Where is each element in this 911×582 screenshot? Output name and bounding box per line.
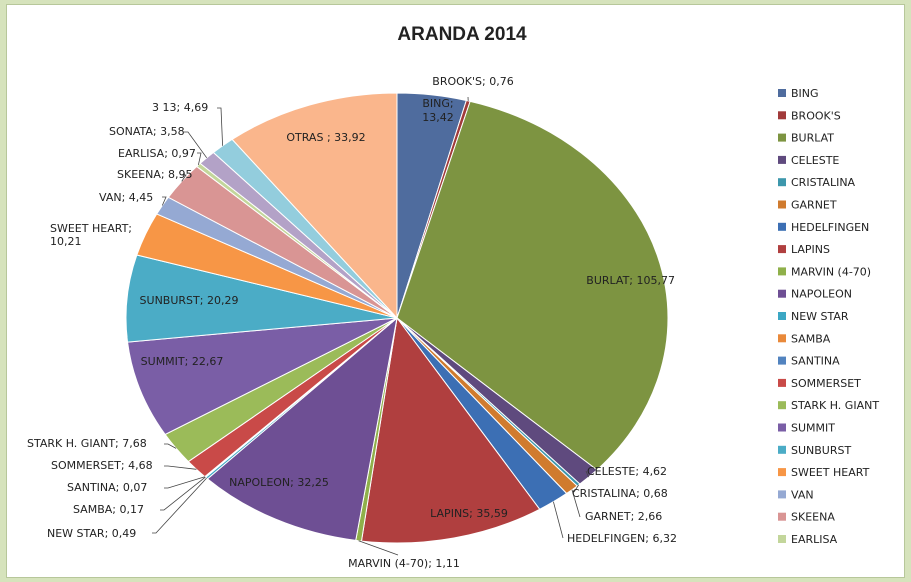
legend-swatch-hedelfingen — [778, 222, 786, 231]
slice-lapins — [360, 316, 541, 544]
legend-swatch-earlisa — [778, 535, 786, 543]
data-label-garnet: GARNET; 2,66 — [585, 510, 662, 523]
leader-line-garnet — [571, 489, 581, 518]
data-label-summit: SUMMIT; 22,67 — [141, 355, 224, 368]
legend-label-skeena: SKEENA — [791, 511, 835, 524]
leader-line-cristalina — [573, 484, 579, 493]
legend-swatch-samba — [778, 334, 786, 343]
legend-label-brook-s: BROOK'S — [791, 109, 841, 122]
legend-label-stark-h-giant: STARK H. GIANT — [791, 399, 879, 412]
leader-line-marvin-4-70 — [358, 540, 399, 556]
legend-swatch-new-star — [778, 312, 786, 320]
legend-label-lapins: LAPINS — [791, 243, 830, 256]
legend-label-napoleon: NAPOLEON — [791, 288, 852, 301]
leader-line-skeena — [181, 174, 187, 182]
legend-label-marvin-4-70: MARVIN (4-70) — [791, 265, 871, 278]
legend-label-celeste: CELESTE — [791, 154, 839, 167]
legend-swatch-lapins — [778, 245, 786, 254]
slice-napoleon — [206, 316, 398, 541]
legend-swatch-celeste — [778, 155, 786, 164]
leader-lines — [152, 96, 589, 556]
data-label-celeste: CELESTE; 4,62 — [587, 465, 667, 478]
data-label-3-13: 3 13; 4,69 — [152, 101, 208, 114]
legend-swatch-sweet-heart — [778, 468, 786, 477]
legend-swatch-marvin-4-70 — [778, 267, 786, 276]
legend-label-santina: SANTINA — [791, 355, 840, 368]
leader-line-sonata — [184, 131, 208, 159]
legend-swatch-sunburst — [778, 445, 786, 454]
legend-swatch-summit — [778, 423, 786, 432]
chart-frame: ARANDA 2014 BING; 13,42 BROOK'S; 0,76 BURLA… — [6, 4, 905, 578]
legend-swatch-napoleon — [778, 289, 786, 298]
data-label-sweet-heart: SWEET HEART; 10,21 — [50, 222, 132, 248]
legend: BING BROOK'S BURLAT CELESTE CRISTALINA GARNET… — [778, 87, 879, 546]
leader-line-stark-h-giant — [164, 443, 177, 449]
legend-swatch-stark-h-giant — [778, 401, 786, 410]
pie-chart: ARANDA 2014 BING; 13,42 BROOK'S; 0,76 BURLA… — [27, 24, 879, 570]
legend-swatch-burlat — [778, 133, 786, 142]
legend-label-burlat: BURLAT — [791, 132, 834, 145]
data-label-new-star: NEW STAR; 0,49 — [47, 527, 136, 540]
legend-label-summit: SUMMIT — [791, 422, 835, 435]
data-label-samba: SAMBA; 0,17 — [73, 503, 144, 516]
data-label-sunburst: SUNBURST; 20,29 — [140, 294, 239, 307]
slice-summit — [126, 317, 398, 436]
leader-line-3-13 — [217, 107, 223, 146]
legend-label-earlisa: EARLISA — [791, 533, 838, 546]
data-label-skeena: SKEENA; 8,95 — [117, 168, 193, 181]
data-label-stark-h-giant: STARK H. GIANT; 7,68 — [27, 437, 147, 450]
data-label-bing: BING; 13,42 — [422, 97, 454, 124]
legend-label-sweet-heart: SWEET HEART — [791, 466, 870, 479]
chart-title: ARANDA 2014 — [397, 24, 527, 45]
legend-label-hedelfingen: HEDELFINGEN — [791, 221, 869, 234]
data-label-santina: SANTINA; 0,07 — [67, 481, 147, 494]
leader-line-new-star — [152, 477, 207, 534]
data-label-sonata: SONATA; 3,58 — [109, 125, 185, 138]
leader-line-van — [161, 196, 167, 206]
pie-slices — [125, 92, 669, 544]
legend-label-bing: BING — [791, 87, 819, 100]
leader-line-santina — [164, 476, 206, 489]
data-labels: BING; 13,42 BROOK'S; 0,76 BURLAT; 105,77 CEL… — [27, 75, 677, 570]
data-label-hedelfingen: HEDELFINGEN; 6,32 — [567, 532, 677, 545]
legend-label-sommerset: SOMMERSET — [791, 377, 861, 390]
legend-swatch-garnet — [778, 200, 786, 209]
legend-swatch-brook-s — [778, 111, 786, 120]
legend-swatch-bing — [778, 89, 786, 97]
leader-line-samba — [160, 476, 206, 511]
legend-label-samba: SAMBA — [791, 332, 831, 345]
leader-line-earlisa — [197, 152, 202, 165]
data-label-burlat: BURLAT; 105,77 — [586, 274, 675, 287]
legend-swatch-van — [778, 490, 786, 499]
data-label-cristalina: CRISTALINA; 0,68 — [572, 487, 668, 500]
leader-line-sommerset — [164, 465, 197, 470]
leader-line-hedelfingen — [553, 501, 564, 539]
legend-swatch-sommerset — [778, 378, 786, 387]
data-label-marvin-4-70: MARVIN (4-70); 1,11 — [348, 557, 460, 570]
legend-swatch-santina — [778, 356, 786, 365]
data-label-napoleon: NAPOLEON; 32,25 — [229, 476, 329, 489]
legend-label-garnet: GARNET — [791, 199, 837, 212]
slice-burlat — [396, 100, 669, 471]
data-label-sommerset: SOMMERSET; 4,68 — [51, 459, 153, 472]
leader-line-celeste — [585, 470, 589, 478]
data-label-van: VAN; 4,45 — [99, 191, 153, 204]
legend-label-cristalina: CRISTALINA — [791, 176, 856, 189]
legend-label-new-star: NEW STAR — [791, 310, 849, 323]
legend-swatch-cristalina — [778, 178, 786, 187]
slice-otras — [231, 92, 398, 320]
legend-label-sunburst: SUNBURST — [791, 444, 851, 457]
data-label-lapins: LAPINS; 35,59 — [430, 507, 508, 520]
data-label-earlisa: EARLISA; 0,97 — [118, 147, 196, 160]
legend-label-van: VAN — [791, 488, 814, 501]
legend-swatch-skeena — [778, 512, 786, 521]
data-label-otras: OTRAS ; 33,92 — [286, 131, 365, 144]
data-label-brook-s: BROOK'S; 0,76 — [432, 75, 513, 88]
